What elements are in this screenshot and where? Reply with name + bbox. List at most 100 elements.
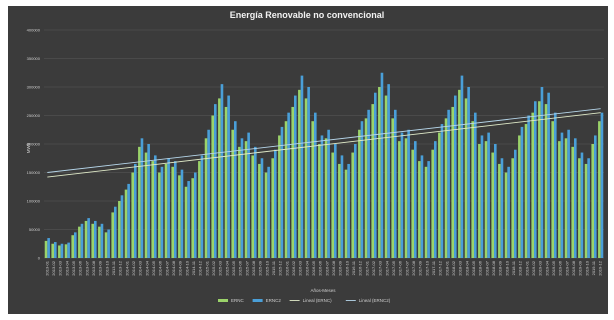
- bar: [411, 149, 414, 258]
- bar: [371, 104, 374, 258]
- x-tick-label: 2019-02: [531, 260, 536, 275]
- x-tick-label: 2017-10: [424, 260, 429, 275]
- legend-entry: ERNC: [231, 298, 245, 303]
- bar: [320, 135, 324, 258]
- bar: [58, 245, 61, 258]
- x-tick-label: 2014-05: [151, 260, 156, 275]
- x-tick-label: 2015-02: [211, 260, 216, 275]
- bar: [51, 243, 54, 258]
- x-tick-label: 2016-09: [338, 260, 343, 275]
- y-tick-label: 250000: [27, 113, 41, 118]
- x-tick-label: 2014-10: [184, 260, 189, 275]
- bar: [274, 149, 277, 258]
- bar: [584, 163, 588, 258]
- bar: [104, 232, 108, 258]
- bar: [358, 129, 361, 258]
- bar: [574, 138, 577, 258]
- bar: [540, 87, 544, 258]
- bar: [394, 109, 397, 258]
- x-tick-label: 2016-01: [284, 260, 289, 275]
- bar: [154, 155, 157, 258]
- x-tick-label: 2017-07: [404, 260, 409, 275]
- bar: [564, 138, 568, 258]
- x-tick-label: 2013-09: [98, 260, 103, 275]
- bar: [254, 146, 257, 258]
- bar: [547, 92, 550, 258]
- bar: [487, 132, 490, 258]
- bar: [244, 141, 248, 258]
- bar: [220, 84, 224, 259]
- x-tick-label: 2015-07: [244, 260, 249, 275]
- bar: [438, 132, 441, 258]
- x-tick-label: 2019-07: [564, 260, 569, 275]
- bar: [298, 89, 301, 258]
- bar: [84, 220, 88, 258]
- bar: [260, 158, 264, 258]
- x-tick-label: 2015-08: [251, 260, 256, 275]
- bar: [71, 235, 74, 258]
- x-tick-label: 2017-04: [384, 260, 389, 275]
- bar: [67, 242, 70, 258]
- bar: [551, 121, 554, 258]
- x-tick-label: 2015-05: [231, 260, 236, 275]
- bar: [558, 141, 561, 258]
- bar: [111, 212, 114, 258]
- bar: [200, 155, 204, 258]
- bar: [171, 166, 174, 258]
- bar: [174, 161, 177, 258]
- bar: [518, 135, 521, 258]
- bar: [431, 149, 434, 258]
- x-tick-label: 2016-08: [331, 260, 336, 275]
- bar: [424, 166, 428, 258]
- x-tick-label: 2019-12: [598, 260, 603, 275]
- bar: [474, 112, 477, 259]
- bar: [54, 242, 57, 258]
- x-tick-label: 2017-08: [411, 260, 416, 275]
- x-tick-label: 2013-10: [104, 260, 109, 275]
- bar: [240, 138, 244, 258]
- x-tick-label: 2015-04: [224, 260, 229, 275]
- bar: [567, 129, 570, 258]
- x-tick-label: 2016-02: [291, 260, 296, 275]
- bar: [307, 87, 310, 258]
- x-tick-label: 2015-12: [278, 260, 283, 275]
- bar: [180, 169, 184, 258]
- bar: [354, 144, 357, 258]
- bar: [594, 135, 597, 258]
- bar: [571, 146, 574, 258]
- bar: [600, 112, 604, 259]
- bar: [107, 229, 110, 258]
- x-tick-label: 2016-10: [344, 260, 349, 275]
- x-tick-label: 2018-02: [451, 260, 456, 275]
- bar: [334, 144, 337, 258]
- bar: [414, 141, 417, 258]
- bar: [191, 178, 194, 258]
- x-tick-label: 2014-12: [198, 260, 203, 275]
- x-tick-label: 2014-02: [131, 260, 136, 275]
- y-tick-label: 200000: [27, 142, 41, 147]
- bar: [391, 118, 394, 258]
- chart-title: Energía Renovable no convencional: [230, 10, 385, 20]
- bar: [187, 181, 190, 258]
- bar: [498, 163, 501, 258]
- bar: [158, 172, 161, 258]
- bar: [87, 218, 90, 258]
- y-tick-label: 350000: [27, 56, 41, 61]
- bar: [360, 121, 364, 258]
- bar: [144, 152, 148, 258]
- bar: [264, 172, 268, 258]
- bar: [500, 158, 504, 258]
- x-tick-label: 2017-12: [438, 260, 443, 275]
- bar: [194, 172, 197, 258]
- x-tick-label: 2014-11: [191, 260, 196, 275]
- bar: [120, 195, 124, 258]
- x-tick-label: 2019-11: [591, 260, 596, 275]
- x-tick-label: 2017-01: [364, 260, 369, 275]
- x-tick-label: 2018-06: [478, 260, 483, 275]
- x-tick-label: 2016-04: [304, 260, 309, 275]
- x-tick-label: 2016-07: [324, 260, 329, 275]
- bar: [480, 135, 484, 258]
- bar: [351, 152, 354, 258]
- x-tick-label: 2013-03: [58, 260, 63, 275]
- bar: [78, 226, 81, 258]
